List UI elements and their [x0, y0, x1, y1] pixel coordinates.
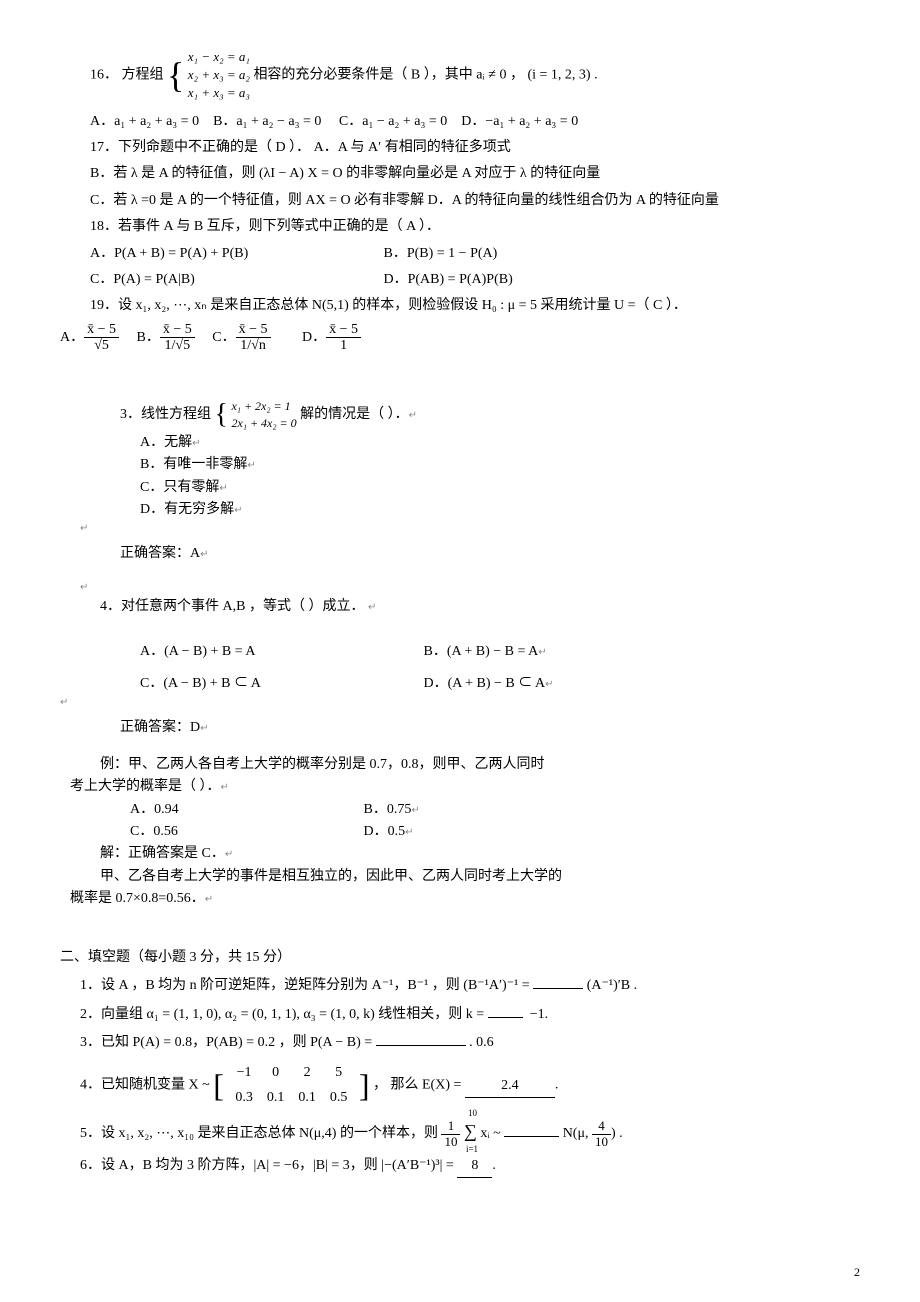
blank: [504, 1136, 559, 1137]
blank: [488, 1017, 523, 1018]
frac-d: 1/√n: [236, 338, 271, 353]
brace-icon: {: [167, 57, 184, 93]
ex-row2: C．0.56 D．0.5↵: [100, 821, 860, 843]
answer: . 0.6: [469, 1035, 494, 1050]
question-3: 3．线性方程组 { x₁ + 2x₂ = 1 2x₁ + 4x₂ = 0 解的情…: [120, 398, 860, 432]
q16-num: 16．: [90, 68, 118, 83]
sys-row: 2x₁ + 4x₂ = 0: [231, 415, 296, 432]
sys-row: x₁ − x₂ = a₁: [188, 48, 250, 66]
opt-d: D．P(AB) = P(A)P(B): [384, 272, 513, 287]
fill-4: 4．已知随机变量 X ~ [ −1025 0.30.10.10.5 ] ， 那么…: [80, 1060, 860, 1111]
q3-d: D．有无穷多解↵: [140, 499, 860, 521]
matrix: −1025 0.30.10.10.5: [227, 1060, 355, 1111]
blank: 2.4: [465, 1075, 555, 1098]
q16-stem-a: 方程组: [122, 68, 164, 83]
q17-c: C．若 λ =0 是 A 的一个特征值，则 AX = O 必有非零解 D．A 的…: [90, 190, 860, 212]
frac-n: x̄ − 5: [236, 322, 271, 338]
q4-answer: 正确答案：D↵: [120, 717, 860, 739]
q3-a: A．无解↵: [140, 432, 860, 454]
q3-b: B．有唯一非零解↵: [140, 454, 860, 476]
blank: [376, 1045, 466, 1046]
ex-exp1: 甲、乙各自考上大学的事件是相互独立的，因此甲、乙两人同时考上大学的: [100, 866, 860, 888]
q4-row2: C．(A − B) + B ⊂ A D．(A + B) − B ⊂ A↵: [100, 673, 860, 695]
q16-system: x₁ − x₂ = a₁ x₂ + x₃ = a₂ x₁ + x₃ = a₃: [188, 48, 250, 103]
q3-stem-b: 解的情况是（ ）．: [300, 407, 409, 422]
bracket-icon: [: [213, 1071, 224, 1100]
q16-stem-b: 相容的充分必要条件是（ B ），其中 aᵢ ≠ 0 ， (i = 1, 2, 3…: [253, 68, 597, 83]
bracket-icon: ]: [359, 1071, 370, 1100]
answer: −1.: [530, 1007, 548, 1022]
sum-icon: 10∑i=1: [464, 1121, 477, 1141]
frac-d: 1: [326, 338, 361, 353]
q3-stem-a: 3．线性方程组: [120, 407, 211, 422]
example-l2: 考上大学的概率是（ ）．↵: [70, 776, 860, 798]
page-number: 2: [854, 1263, 860, 1282]
fill-3: 3．已知 P(A) = 0.8，P(AB) = 0.2 ，则 P(A − B) …: [80, 1032, 860, 1054]
answer: N(μ,: [563, 1126, 592, 1141]
sys-row: x₁ + 2x₂ = 1: [231, 398, 296, 415]
ex-exp2: 概率是 0.7×0.8=0.56．↵: [70, 888, 860, 910]
question-16: 16． 方程组 { x₁ − x₂ = a₁ x₂ + x₃ = a₂ x₁ +…: [90, 48, 860, 103]
frac-n: x̄ − 5: [160, 322, 195, 338]
opt-b: B．0.75: [364, 799, 412, 821]
return-icon: ↵: [80, 580, 860, 596]
fill-5: 5．设 x₁, x₂, ⋯, x₁₀ 是来自正态总体 N(μ,4) 的一个样本，…: [80, 1117, 860, 1149]
q18-row2: C．P(A) = P(A|B) D．P(AB) = P(A)P(B): [90, 269, 860, 291]
frac-n: x̄ − 5: [84, 322, 119, 338]
opt-c: C．(A − B) + B ⊂ A: [140, 673, 420, 695]
sys-row: x₁ + x₃ = a₃: [188, 84, 250, 102]
q19-stem: 19．设 x₁, x₂, ⋯, xₙ 是来自正态总体 N(5,1) 的样本，则检…: [90, 295, 860, 317]
ex-row1: A．0.94 B．0.75↵: [100, 799, 860, 821]
opt-a: A．a₁ + a₂ + a₃ = 0: [90, 114, 199, 129]
opt-b: B．a₁ + a₂ − a₃ = 0: [213, 114, 321, 129]
q4-stem: 4．对任意两个事件 A,B ，等式（ ）成立． ↵: [100, 596, 860, 618]
q17-line1: 17．下列命题中不正确的是（ D ）． A．A 与 A′ 有相同的特征多项式: [90, 137, 860, 159]
sys-row: x₂ + x₃ = a₂: [188, 66, 250, 84]
opt-a: A．0.94: [130, 799, 360, 821]
opt-a: A．P(A + B) = P(A) + P(B): [90, 243, 380, 265]
frac-d: 1/√5: [160, 338, 195, 353]
frac-n: x̄ − 5: [326, 322, 361, 338]
q3-c: C．只有零解↵: [140, 477, 860, 499]
section-2-title: 二、填空题（每小题 3 分，共 15 分）: [60, 947, 860, 969]
return-icon: ↵: [80, 521, 860, 537]
fill-1: 1．设 A ，B 均为 n 阶可逆矩阵，逆矩阵分别为 A⁻¹，B⁻¹ ，则 (B…: [80, 975, 860, 997]
opt-b: B．(A + B) − B = A: [424, 641, 539, 663]
return-icon: ↵: [409, 410, 417, 421]
q18-row1: A．P(A + B) = P(A) + P(B) B．P(B) = 1 − P(…: [90, 243, 860, 265]
opt-a: A．(A − B) + B = A: [140, 641, 420, 663]
blank: 8: [457, 1155, 492, 1178]
frac-d: √5: [84, 338, 119, 353]
blank: [533, 988, 583, 989]
ex-sol: 解：正确答案是 C．↵: [100, 843, 860, 865]
opt-d: D．−a₁ + a₂ + a₃ = 0: [461, 114, 578, 129]
opt-c: C．P(A) = P(A|B): [90, 269, 380, 291]
q19-options: A．x̄ − 5√5 B．x̄ − 51/√5 C．x̄ − 51/√n D．x…: [60, 322, 860, 354]
q17-b: B．若 λ 是 A 的特征值，则 (λI − A) X = O 的非零解向量必是…: [90, 163, 860, 185]
brace-icon: {: [215, 401, 228, 429]
example-l1: 例：甲、乙两人各自考上大学的概率分别是 0.7，0.8，则甲、乙两人同时: [100, 754, 860, 776]
q16-options: A．a₁ + a₂ + a₃ = 0 B．a₁ + a₂ − a₃ = 0 C．…: [90, 111, 860, 133]
opt-c: C．0.56: [130, 821, 360, 843]
answer: 8: [471, 1158, 478, 1173]
opt-d: D．0.5: [364, 821, 406, 843]
answer: 2.4: [501, 1078, 519, 1093]
opt-c: C．a₁ − a₂ + a₃ = 0: [339, 114, 447, 129]
opt-b: B．P(B) = 1 − P(A): [384, 246, 498, 261]
answer: (A⁻¹)′B: [587, 978, 630, 993]
q3-system: x₁ + 2x₂ = 1 2x₁ + 4x₂ = 0: [231, 398, 296, 432]
return-icon: ↵: [60, 695, 860, 711]
q4-row1: A．(A − B) + B = A B．(A + B) − B = A↵: [100, 641, 860, 663]
opt-d: D．(A + B) − B ⊂ A: [424, 673, 546, 695]
q3-answer: 正确答案：A↵: [120, 543, 860, 565]
fill-2: 2．向量组 α₁ = (1, 1, 0), α₂ = (0, 1, 1), α₃…: [80, 1004, 860, 1026]
fill-6: 6．设 A，B 均为 3 阶方阵，|A| = −6，|B| = 3，则 |−(A…: [80, 1155, 860, 1178]
q18-stem: 18．若事件 A 与 B 互斥，则下列等式中正确的是（ A ）．: [90, 216, 860, 238]
